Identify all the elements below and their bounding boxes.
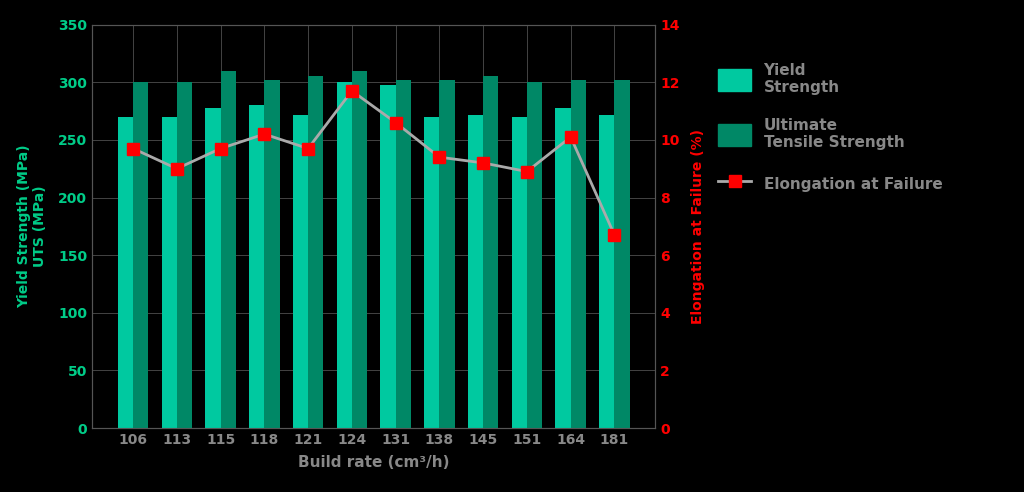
Y-axis label: Elongation at Failure (%): Elongation at Failure (%)	[691, 129, 705, 324]
Bar	[249, 105, 264, 428]
Bar	[293, 115, 308, 428]
Bar	[352, 71, 368, 428]
Bar	[483, 76, 499, 428]
Bar	[133, 82, 148, 428]
Bar	[337, 82, 352, 428]
Bar	[614, 80, 630, 428]
Bar	[220, 71, 236, 428]
Bar	[424, 117, 439, 428]
Bar	[162, 117, 177, 428]
X-axis label: Build rate (cm³/h): Build rate (cm³/h)	[298, 455, 450, 470]
Bar	[527, 82, 543, 428]
Bar	[468, 115, 483, 428]
Bar	[395, 80, 411, 428]
Legend: Yield
Strength, Ultimate
Tensile Strength, Elongation at Failure: Yield Strength, Ultimate Tensile Strengt…	[710, 55, 950, 203]
Bar	[555, 108, 570, 428]
Bar	[205, 108, 220, 428]
Bar	[308, 76, 324, 428]
Bar	[177, 82, 193, 428]
Y-axis label: Yield Strength (MPa)
UTS (MPa): Yield Strength (MPa) UTS (MPa)	[16, 145, 47, 308]
Bar	[380, 85, 395, 428]
Bar	[570, 80, 586, 428]
Bar	[264, 80, 280, 428]
Bar	[118, 117, 133, 428]
Bar	[512, 117, 527, 428]
Bar	[599, 115, 614, 428]
Bar	[439, 80, 455, 428]
